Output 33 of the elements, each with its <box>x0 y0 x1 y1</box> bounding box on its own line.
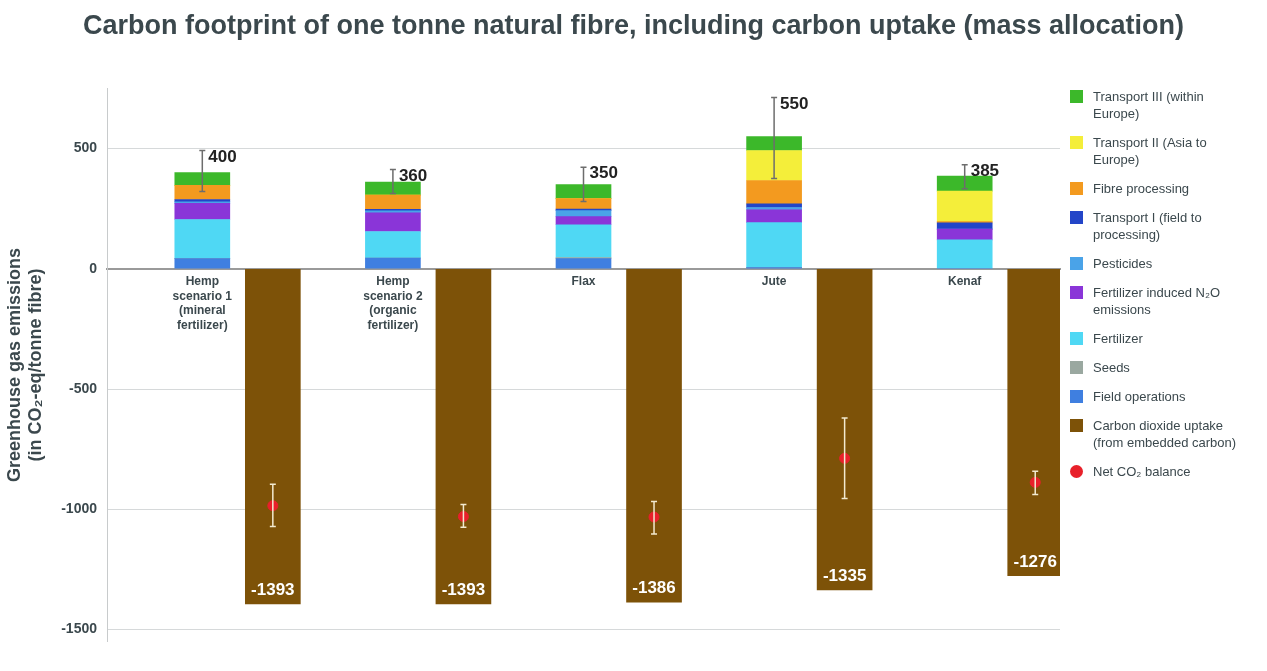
legend-label: Transport II (Asia to Europe) <box>1093 134 1208 168</box>
legend-label: Carbon dioxide uptake (from embedded carbon) <box>1093 417 1238 451</box>
legend-label: Transport I (field to processing) <box>1093 209 1203 243</box>
y-tick-label: 500 <box>73 139 98 156</box>
legend-label: Fertilizer induced N₂O emissions <box>1093 284 1222 318</box>
legend-label: Fibre processing <box>1093 180 1190 197</box>
y-tick-label: -1000 <box>61 500 98 517</box>
legend-label: Transport III (within Europe) <box>1093 88 1205 122</box>
legend-label: Net CO₂ balance <box>1093 463 1191 480</box>
data-label: -1276 <box>1013 551 1057 571</box>
legend-label: Seeds <box>1093 359 1130 376</box>
data-label: -1386 <box>632 578 676 598</box>
data-label: -1393 <box>251 580 295 600</box>
x-tick-label: Kenaf <box>948 274 983 289</box>
legend-label: Pesticides <box>1093 255 1153 272</box>
y-tick-label: 0 <box>89 259 98 276</box>
annotation: 550 <box>780 93 809 113</box>
chart-title: Carbon footprint of one tonne natural fibre, including carbon uptake (mass allocation) <box>81 10 1186 41</box>
x-tick-label: Jute <box>761 274 787 289</box>
y-tick-label: -500 <box>68 379 98 396</box>
annotation: 350 <box>589 163 618 183</box>
legend-label: Field operations <box>1093 388 1186 405</box>
data-label: -1393 <box>441 580 486 600</box>
legend-label: Fertilizer <box>1093 330 1143 347</box>
annotation: 385 <box>970 160 1000 180</box>
y-tick-label: -1500 <box>61 620 98 637</box>
x-tick-label: Flax <box>571 274 596 289</box>
data-label: -1335 <box>822 566 867 586</box>
annotation: 360 <box>398 165 428 185</box>
y-axis-title: Greenhouse gas emissions (in CO₂-eq/tonne fibre) <box>3 247 46 483</box>
x-tick-label: Hemp scenario 2 (organic fertilizer) <box>363 274 423 332</box>
x-tick-label: Hemp scenario 1 (mineral fertilizer) <box>172 274 233 332</box>
annotation: 400 <box>208 146 237 166</box>
